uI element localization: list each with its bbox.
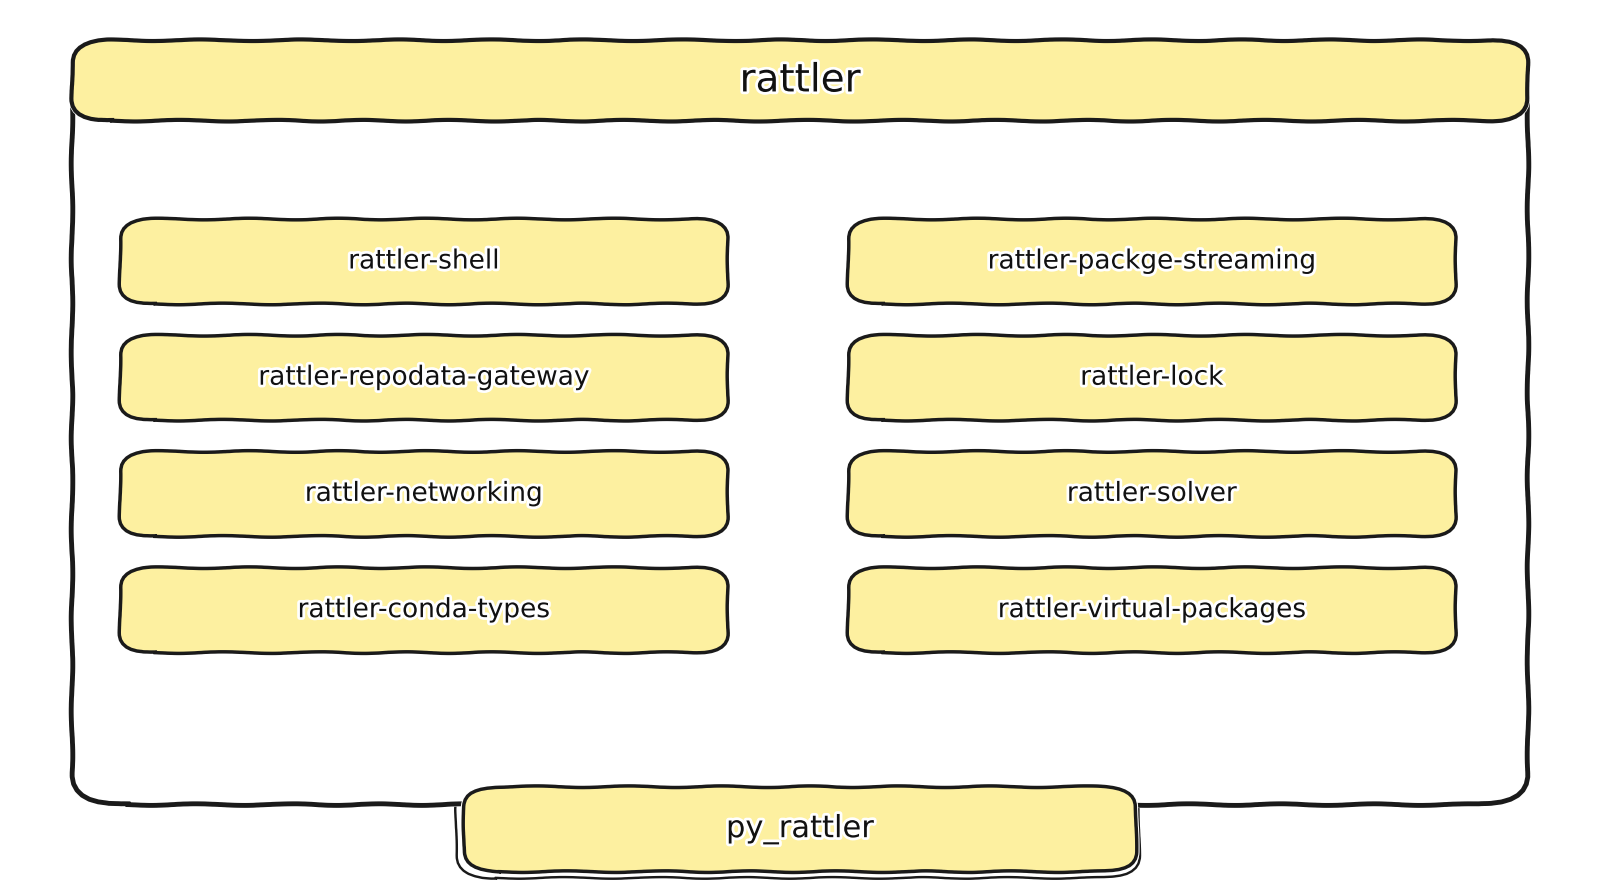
FancyBboxPatch shape [72, 76, 1528, 805]
FancyBboxPatch shape [120, 568, 728, 653]
Text: rattler-solver: rattler-solver [1067, 481, 1237, 507]
Text: rattler-networking: rattler-networking [306, 481, 542, 507]
Text: rattler-repodata-gateway: rattler-repodata-gateway [258, 365, 590, 391]
Text: rattler-lock: rattler-lock [1080, 365, 1224, 391]
Text: py_rattler: py_rattler [726, 814, 874, 844]
FancyBboxPatch shape [848, 219, 1456, 304]
Text: rattler-virtual-packages: rattler-virtual-packages [998, 597, 1306, 623]
Text: rattler: rattler [739, 62, 861, 99]
FancyBboxPatch shape [848, 451, 1456, 536]
FancyBboxPatch shape [72, 40, 1528, 121]
Text: rattler-packge-streaming: rattler-packge-streaming [987, 249, 1317, 274]
FancyBboxPatch shape [464, 787, 1136, 872]
FancyBboxPatch shape [120, 219, 728, 304]
FancyBboxPatch shape [120, 335, 728, 420]
Text: rattler-shell: rattler-shell [349, 249, 499, 274]
FancyBboxPatch shape [848, 568, 1456, 653]
Text: rattler-conda-types: rattler-conda-types [298, 597, 550, 623]
FancyBboxPatch shape [848, 335, 1456, 420]
FancyBboxPatch shape [120, 451, 728, 536]
